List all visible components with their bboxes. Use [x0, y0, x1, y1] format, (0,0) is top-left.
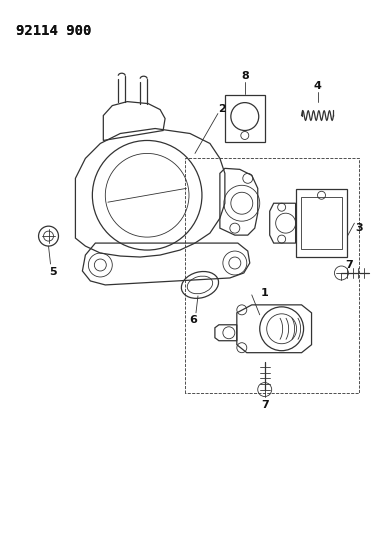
Text: 2: 2: [218, 103, 226, 114]
Text: 5: 5: [49, 267, 56, 277]
Text: 6: 6: [189, 315, 197, 325]
Text: 4: 4: [314, 80, 322, 91]
Text: 8: 8: [241, 71, 249, 80]
Text: 1: 1: [261, 288, 268, 298]
Text: 3: 3: [356, 223, 363, 233]
Text: 7: 7: [346, 260, 353, 270]
Text: 92114 900: 92114 900: [15, 24, 91, 38]
Text: 7: 7: [261, 400, 268, 410]
Text: 92114 900: 92114 900: [15, 24, 91, 38]
